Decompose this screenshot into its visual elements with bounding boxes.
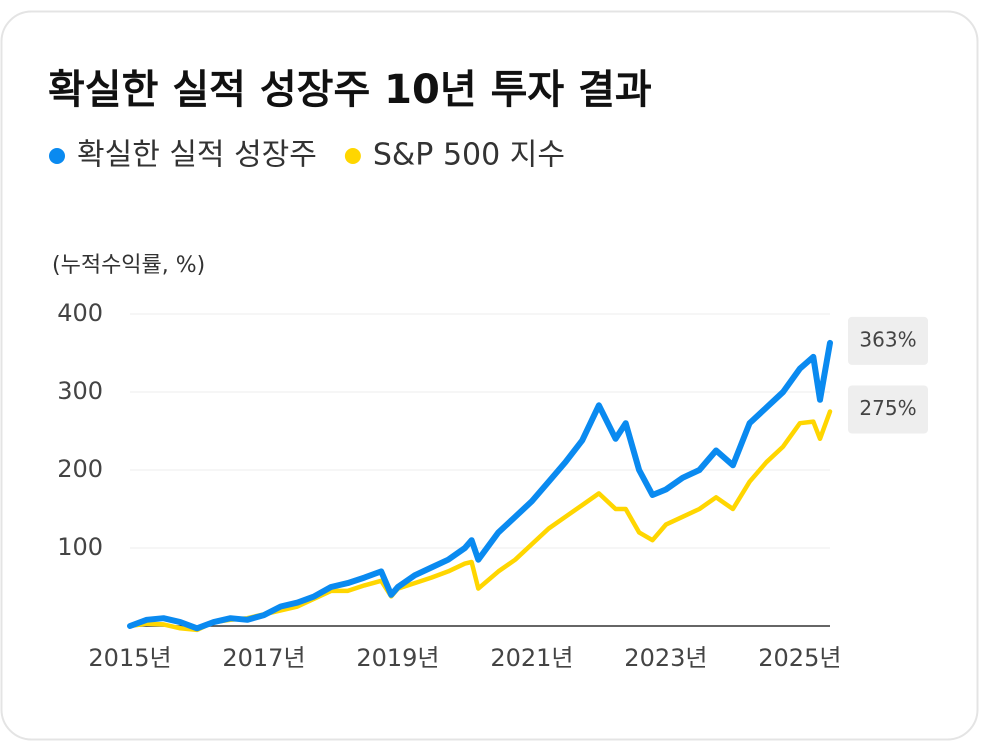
y-axis-label: (누적수익률, %) xyxy=(52,253,205,278)
x-tick-label: 2015년 xyxy=(88,644,171,672)
y-tick-label: 200 xyxy=(57,455,103,483)
line-series xyxy=(127,339,833,632)
x-tick-label: 2025년 xyxy=(758,644,841,672)
legend-label: 확실한 실적 성장주 xyxy=(77,138,317,173)
value-label: 275% xyxy=(859,396,916,420)
x-tick-label: 2017년 xyxy=(222,644,305,672)
legend-marker xyxy=(344,148,361,164)
x-tick-label: 2023년 xyxy=(624,644,707,672)
x-tick-label: 2021년 xyxy=(490,644,573,672)
legend-label: S&P 500 지수 xyxy=(373,138,565,173)
value-label-box xyxy=(848,316,928,365)
value-label: 363% xyxy=(859,327,916,351)
chart-title: 확실한 실적 성장주 10년 투자 결과 xyxy=(48,67,652,113)
y-tick-label: 400 xyxy=(57,299,103,327)
y-tick-label: 100 xyxy=(57,533,103,561)
card xyxy=(0,10,979,741)
legend-marker xyxy=(49,148,65,164)
x-tick-label: 2019년 xyxy=(356,644,439,672)
value-label-box xyxy=(848,385,928,434)
y-tick-label: 300 xyxy=(57,377,103,405)
